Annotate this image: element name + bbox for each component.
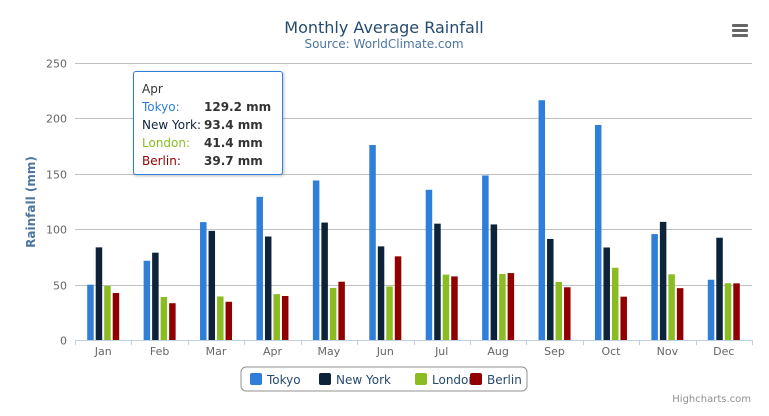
y-axis-title: Rainfall (mm)	[24, 156, 38, 248]
tooltip-row-new-york: New York: 93.4 mm	[142, 118, 263, 132]
credits-link[interactable]: Highcharts.com	[672, 394, 751, 405]
x-tick-label: Feb	[150, 345, 169, 358]
bar-new-york-jan[interactable]	[95, 247, 103, 340]
bar-berlin-mar[interactable]	[225, 301, 233, 340]
bar-tokyo-mar[interactable]	[200, 222, 207, 340]
bar-london-mar[interactable]	[217, 296, 224, 340]
bar-new-york-may[interactable]	[321, 222, 328, 340]
bar-new-york-sep[interactable]	[547, 238, 554, 340]
y-tick-label: 200	[46, 113, 67, 126]
bar-new-york-oct[interactable]	[603, 247, 610, 340]
bar-new-york-nov[interactable]	[659, 221, 667, 340]
bar-tokyo-may[interactable]	[312, 180, 320, 340]
chart-title: Monthly Average Rainfall	[284, 18, 483, 37]
bar-london-aug[interactable]	[499, 273, 506, 340]
x-tick-label: Dec	[713, 345, 734, 358]
bar-new-york-dec[interactable]	[716, 237, 723, 340]
bar-london-dec[interactable]	[724, 283, 732, 340]
bar-new-york-mar[interactable]	[208, 230, 216, 340]
bar-tokyo-jun[interactable]	[369, 144, 376, 340]
bar-berlin-sep[interactable]	[564, 287, 571, 340]
bar-tokyo-sep[interactable]	[538, 100, 546, 341]
bar-tokyo-oct[interactable]	[594, 124, 602, 341]
hamburger-menu-icon[interactable]	[730, 22, 750, 38]
bar-tokyo-apr[interactable]	[256, 196, 263, 340]
bar-london-jan[interactable]	[104, 285, 111, 340]
x-tick-label: Oct	[601, 345, 621, 358]
x-tick-label: Sep	[544, 345, 565, 358]
bar-london-feb[interactable]	[160, 297, 168, 340]
x-tick-label: Jul	[434, 345, 448, 358]
chart-subtitle: Source: WorldClimate.com	[304, 37, 463, 51]
x-tick-label: Apr	[263, 345, 283, 358]
tooltip-row-berlin: Berlin: 39.7 mm	[142, 154, 263, 168]
bar-tokyo-aug[interactable]	[482, 175, 489, 340]
y-tick-label: 50	[53, 280, 67, 293]
x-tick-label: Nov	[657, 345, 679, 358]
legend-item-berlin[interactable]: Berlin	[470, 373, 522, 387]
x-tick-label: May	[318, 345, 341, 358]
legend-label: New York	[336, 373, 391, 387]
legend-label: Tokyo	[266, 373, 301, 387]
bar-new-york-aug[interactable]	[490, 224, 498, 340]
bar-tokyo-jan[interactable]	[87, 284, 94, 340]
bar-new-york-jun[interactable]	[377, 246, 385, 340]
bar-berlin-oct[interactable]	[620, 296, 627, 340]
y-tick-label: 100	[46, 224, 67, 237]
bar-london-may[interactable]	[329, 287, 337, 340]
bar-berlin-dec[interactable]	[733, 283, 740, 340]
y-tick-label: 250	[46, 58, 67, 71]
bar-berlin-nov[interactable]	[676, 288, 684, 340]
bar-berlin-may[interactable]	[338, 281, 345, 340]
bar-london-oct[interactable]	[611, 267, 619, 340]
tooltip-row-tokyo: Tokyo: 129.2 mm	[142, 100, 272, 114]
bar-new-york-feb[interactable]	[152, 252, 159, 340]
bar-berlin-jan[interactable]	[112, 293, 120, 340]
bar-london-sep[interactable]	[555, 281, 563, 340]
x-tick-label: Jun	[376, 345, 394, 358]
bar-new-york-jul[interactable]	[434, 223, 441, 340]
legend-label: Berlin	[487, 373, 522, 387]
bar-new-york-apr[interactable]	[264, 236, 272, 340]
legend-symbol	[250, 373, 262, 385]
bar-london-jun[interactable]	[386, 286, 393, 340]
bar-london-jul[interactable]	[442, 274, 450, 340]
legend-symbol	[319, 373, 331, 385]
y-tick-label: 0	[60, 335, 67, 348]
bar-tokyo-feb[interactable]	[143, 260, 151, 340]
bar-berlin-feb[interactable]	[169, 303, 176, 340]
legend-symbol	[470, 373, 482, 385]
legend-item-new-york[interactable]: New York	[319, 373, 391, 387]
bar-london-nov[interactable]	[668, 274, 675, 340]
bar-tokyo-nov[interactable]	[651, 234, 658, 340]
legend-item-tokyo[interactable]: Tokyo	[250, 373, 301, 387]
legend-symbol	[415, 373, 427, 385]
bar-berlin-aug[interactable]	[507, 273, 515, 340]
bar-tokyo-dec[interactable]	[707, 279, 715, 340]
legend-item-london[interactable]: London	[415, 373, 476, 387]
bar-berlin-jul[interactable]	[451, 276, 458, 340]
x-tick-label: Aug	[487, 345, 508, 358]
x-tick-label: Jan	[94, 345, 112, 358]
bar-berlin-apr[interactable]	[281, 296, 289, 340]
bar-berlin-jun[interactable]	[394, 256, 402, 340]
tooltip-row-london: London: 41.4 mm	[142, 136, 263, 150]
legend-label: London	[432, 373, 476, 387]
tooltip: Apr Tokyo: 129.2 mm New York: 93.4 mm Lond…	[133, 71, 283, 175]
tooltip-header: Apr	[142, 82, 163, 96]
bar-london-apr[interactable]	[273, 294, 280, 340]
legend-box	[240, 366, 528, 392]
bar-tokyo-jul[interactable]	[425, 189, 433, 340]
x-tick-label: Mar	[206, 345, 227, 358]
y-tick-label: 150	[46, 169, 67, 182]
